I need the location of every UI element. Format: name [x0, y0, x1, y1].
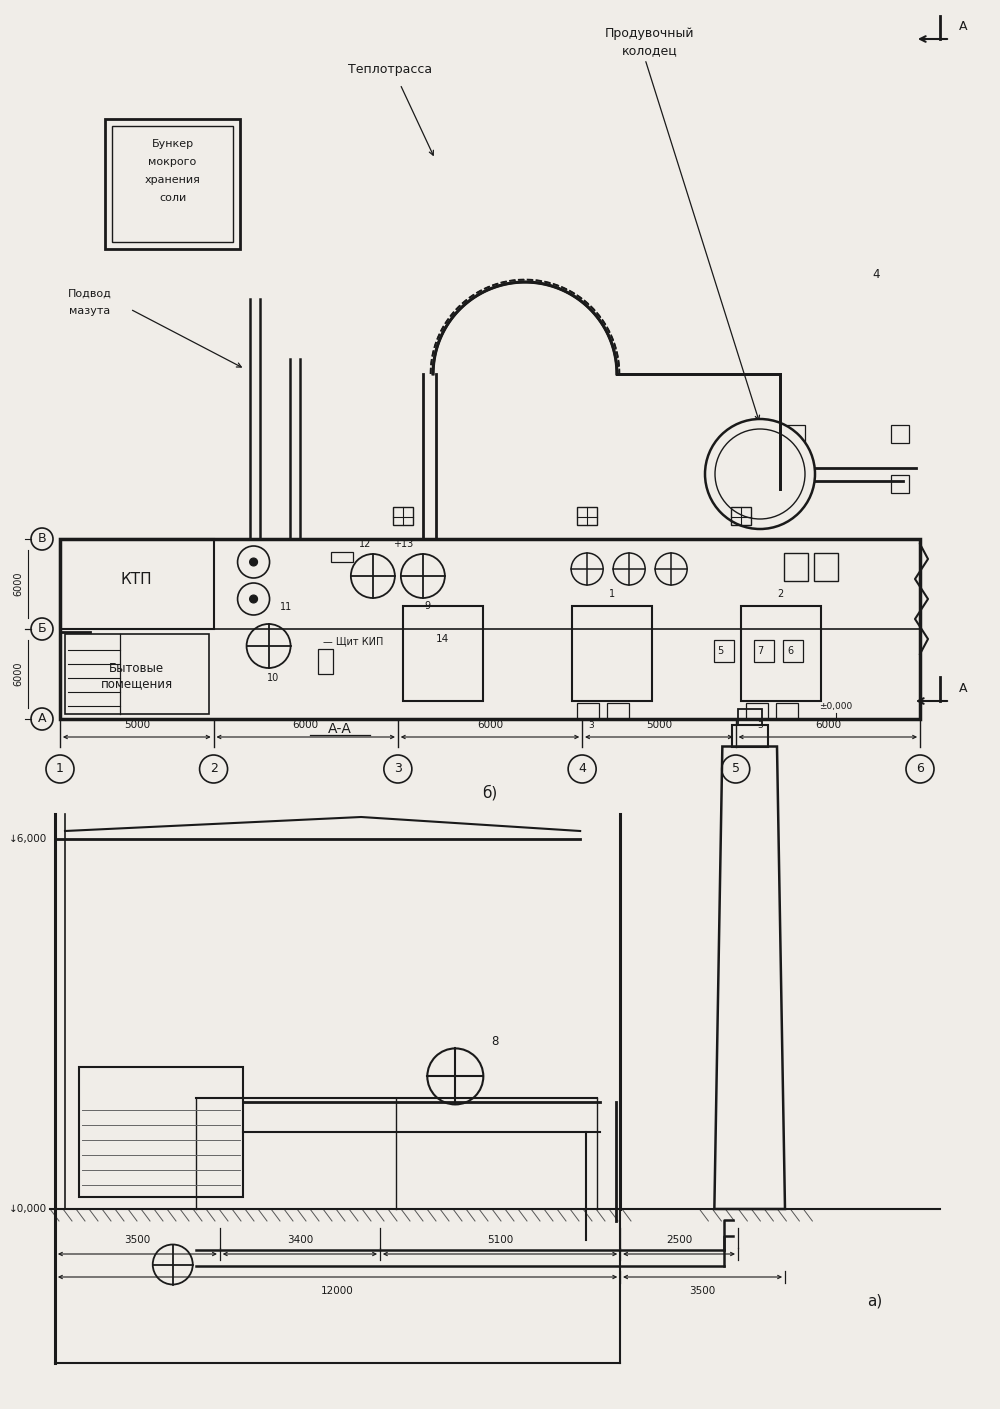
- Text: 4: 4: [578, 762, 586, 775]
- Text: 12000: 12000: [321, 1286, 354, 1296]
- Text: 3500: 3500: [689, 1286, 716, 1296]
- Circle shape: [250, 558, 258, 566]
- Bar: [891, 426, 909, 442]
- Text: 1: 1: [609, 589, 615, 599]
- Bar: [752, 475, 770, 493]
- Bar: [776, 703, 798, 719]
- Text: A: A: [959, 21, 967, 34]
- Text: 5000: 5000: [646, 720, 672, 730]
- Text: 14: 14: [436, 634, 449, 644]
- Bar: [784, 552, 808, 581]
- Bar: [393, 507, 413, 526]
- Bar: [79, 1067, 243, 1196]
- Text: мазута: мазута: [69, 306, 111, 316]
- Text: 11: 11: [280, 602, 292, 612]
- Text: В: В: [38, 533, 46, 545]
- Text: Б: Б: [38, 623, 46, 635]
- Circle shape: [238, 547, 270, 578]
- Bar: [105, 118, 240, 249]
- Text: КТП: КТП: [121, 572, 153, 586]
- Text: 7: 7: [758, 645, 764, 657]
- Text: 6: 6: [788, 645, 794, 657]
- Text: 3400: 3400: [287, 1236, 313, 1246]
- Text: 6000: 6000: [13, 572, 23, 596]
- Bar: [60, 540, 214, 628]
- Text: а): а): [867, 1293, 883, 1309]
- Text: б): б): [482, 785, 498, 800]
- Text: 5100: 5100: [487, 1236, 513, 1246]
- Text: 1: 1: [56, 762, 64, 775]
- Bar: [746, 703, 768, 719]
- Text: 5: 5: [732, 762, 740, 775]
- Text: A: A: [959, 682, 967, 696]
- Circle shape: [705, 418, 815, 528]
- Bar: [577, 703, 599, 719]
- Text: ±0,000: ±0,000: [819, 703, 852, 712]
- Text: Подвод: Подвод: [68, 289, 112, 299]
- Text: 5000: 5000: [124, 720, 150, 730]
- Bar: [814, 552, 838, 581]
- Text: соли: соли: [159, 193, 186, 203]
- Text: 6000: 6000: [477, 720, 503, 730]
- Text: 3: 3: [588, 720, 594, 730]
- Text: мокрого: мокрого: [148, 156, 197, 168]
- Bar: [754, 640, 774, 662]
- Bar: [572, 606, 652, 702]
- Text: помещения: помещения: [101, 678, 173, 690]
- Bar: [607, 703, 629, 719]
- Bar: [403, 606, 483, 702]
- Text: 6000: 6000: [13, 662, 23, 686]
- Text: А-А: А-А: [328, 721, 352, 735]
- Bar: [731, 507, 751, 526]
- Bar: [60, 540, 920, 719]
- Text: Теплотрасса: Теплотрасса: [348, 62, 432, 76]
- Bar: [714, 640, 734, 662]
- Bar: [331, 552, 353, 562]
- Text: 3500: 3500: [124, 1236, 151, 1246]
- Text: 4: 4: [872, 268, 880, 280]
- Text: 12: 12: [359, 540, 371, 550]
- Text: 2: 2: [778, 589, 784, 599]
- Text: А: А: [38, 713, 46, 726]
- Text: +13: +13: [393, 540, 413, 550]
- Bar: [732, 724, 768, 747]
- Bar: [741, 606, 821, 702]
- Text: Бытовые: Бытовые: [109, 662, 164, 675]
- Text: 6000: 6000: [815, 720, 841, 730]
- Bar: [783, 640, 803, 662]
- Text: 3: 3: [394, 762, 402, 775]
- Text: 9: 9: [425, 602, 431, 612]
- Text: 2500: 2500: [666, 1236, 692, 1246]
- Text: хранения: хранения: [145, 175, 200, 185]
- Text: Бункер: Бункер: [151, 139, 194, 149]
- Circle shape: [250, 595, 258, 603]
- Text: 3: 3: [757, 720, 763, 730]
- Text: 8: 8: [492, 1036, 499, 1048]
- Bar: [752, 426, 770, 442]
- Text: колодец: колодец: [622, 45, 678, 58]
- Text: 2: 2: [210, 762, 218, 775]
- Circle shape: [238, 583, 270, 614]
- Bar: [891, 475, 909, 493]
- Text: Продувочный: Продувочный: [605, 28, 695, 41]
- Bar: [738, 709, 762, 724]
- Bar: [65, 634, 209, 714]
- Bar: [112, 125, 233, 242]
- Text: ↓0,000: ↓0,000: [9, 1205, 47, 1215]
- Text: 10: 10: [267, 674, 280, 683]
- Text: 5: 5: [718, 645, 724, 657]
- Text: — Щит КИП: — Щит КИП: [323, 635, 383, 645]
- Bar: [787, 426, 805, 442]
- Text: ↓6,000: ↓6,000: [9, 834, 47, 844]
- Bar: [318, 650, 333, 674]
- Text: 6: 6: [916, 762, 924, 775]
- Text: 6000: 6000: [293, 720, 319, 730]
- Bar: [787, 475, 805, 493]
- Bar: [577, 507, 597, 526]
